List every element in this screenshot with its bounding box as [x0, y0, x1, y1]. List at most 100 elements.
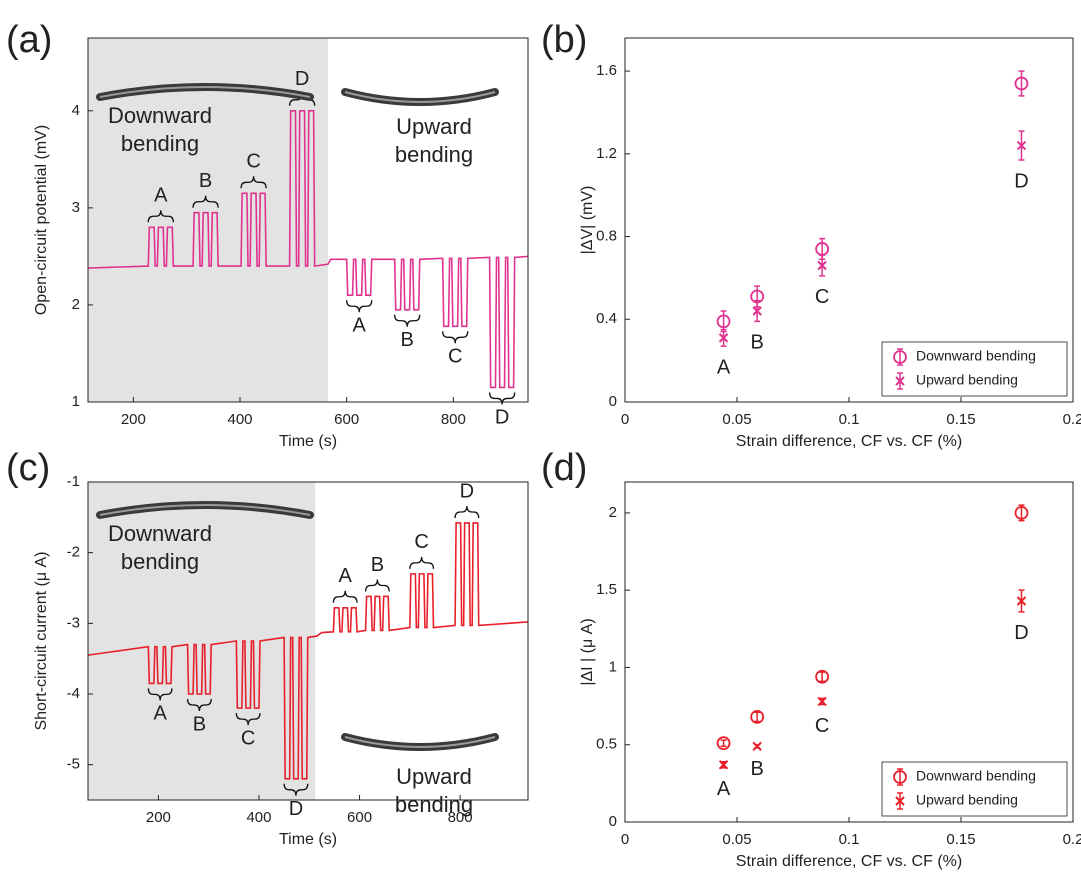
y-tick-label: 2 — [609, 504, 617, 521]
y-tick-label: 1 — [609, 658, 617, 675]
x-tick-label: 0.05 — [722, 411, 751, 428]
bending-label: Upward — [396, 114, 472, 139]
beam-icon-highlight — [344, 91, 496, 103]
bending-label: Upward — [396, 764, 472, 789]
legend-frame — [881, 761, 1068, 817]
group-label: A — [353, 315, 367, 337]
group-brace — [394, 314, 421, 327]
point-label: D — [1014, 170, 1028, 192]
bending-label: bending — [395, 142, 473, 167]
shaded-region — [88, 482, 316, 800]
x-tick-label: 0.1 — [839, 411, 860, 428]
y-axis-label: |ΔI | (μ A) — [579, 618, 596, 685]
error-bar — [720, 310, 727, 333]
x-axis-label: Time (s) — [279, 433, 337, 450]
marker — [1014, 76, 1029, 91]
marker — [718, 333, 729, 343]
group-brace — [235, 713, 261, 726]
group-label: A — [154, 185, 168, 207]
x-tick-label: 400 — [246, 809, 271, 826]
bending-label: Downward — [108, 103, 212, 128]
beam-icon-highlight — [344, 736, 496, 748]
signal-line — [87, 522, 529, 780]
legend-label: Downward bending — [916, 768, 1036, 784]
group-brace — [364, 579, 390, 592]
legend-marker — [895, 796, 905, 806]
point-label: A — [717, 356, 731, 378]
beam-icon-highlight — [99, 504, 311, 516]
x-tick-label: 200 — [146, 809, 171, 826]
point-label: D — [1014, 622, 1028, 644]
y-tick-label: 1.2 — [596, 145, 617, 162]
group-brace — [147, 210, 174, 223]
point-label: A — [717, 778, 731, 800]
marker — [1016, 596, 1027, 606]
group-brace — [186, 698, 212, 712]
marker — [750, 710, 765, 724]
point-label: B — [750, 332, 763, 354]
legend-label: Upward bending — [916, 792, 1018, 808]
x-axis-label: Strain difference, CF vs. CF (%) — [736, 433, 962, 450]
axes-frame — [87, 37, 529, 403]
axes-frame — [624, 37, 1074, 403]
point-label: B — [750, 758, 763, 780]
y-axis-label: |ΔV| (mV) — [579, 186, 596, 255]
y-tick-label: 0 — [609, 393, 617, 410]
group-brace — [454, 505, 480, 519]
marker — [752, 306, 762, 316]
marker — [716, 314, 731, 329]
marker — [718, 760, 729, 770]
x-tick-label: 0 — [621, 411, 629, 428]
x-tick-label: 0.15 — [946, 411, 975, 428]
y-tick-label: 2 — [72, 296, 80, 313]
x-tick-label: 600 — [334, 411, 359, 428]
y-tick-label: 0.8 — [596, 228, 617, 245]
bending-label: Downward — [108, 521, 212, 546]
group-label: D — [289, 798, 303, 820]
axes-frame — [87, 481, 529, 801]
legend-marker — [895, 376, 905, 386]
group-brace — [147, 688, 173, 701]
y-tick-label: 3 — [72, 199, 80, 216]
marker — [1016, 140, 1027, 151]
y-axis-label: Open-circuit potential (mV) — [33, 125, 50, 315]
legend-marker — [893, 770, 907, 784]
y-tick-label: 0 — [609, 813, 617, 830]
error-bar — [819, 671, 826, 683]
group-label: C — [241, 727, 255, 749]
bending-label: bending — [121, 549, 199, 574]
point-label: C — [815, 715, 829, 737]
group-brace — [192, 195, 219, 208]
x-tick-label: 800 — [441, 411, 466, 428]
y-tick-label: 1 — [72, 393, 80, 410]
error-bar — [1018, 70, 1025, 97]
error-bar — [720, 739, 727, 748]
error-bar — [754, 711, 761, 723]
x-tick-label: 0.2 — [1063, 831, 1081, 848]
y-tick-label: 0.5 — [596, 736, 617, 753]
group-brace — [488, 392, 516, 405]
y-tick-label: -5 — [67, 756, 80, 773]
panel-label: (d) — [541, 447, 587, 489]
x-tick-label: 0.05 — [722, 831, 751, 848]
bending-label: bending — [121, 131, 199, 156]
group-label: B — [371, 554, 384, 576]
marker — [1014, 506, 1029, 520]
legend-marker — [893, 350, 907, 364]
marker — [716, 736, 731, 751]
group-label: B — [401, 329, 414, 351]
bending-label: bending — [395, 792, 473, 817]
marker — [817, 260, 827, 271]
y-tick-label: 1.6 — [596, 62, 617, 79]
beam-icon-highlight — [99, 86, 311, 98]
x-tick-label: 400 — [227, 411, 252, 428]
group-label: A — [339, 565, 353, 587]
marker — [752, 741, 762, 751]
y-axis-label: Short-circuit current (μ A) — [33, 551, 50, 730]
marker — [815, 669, 830, 684]
group-brace — [346, 300, 373, 313]
panel-label: (a) — [6, 19, 52, 61]
group-label: A — [153, 703, 167, 725]
